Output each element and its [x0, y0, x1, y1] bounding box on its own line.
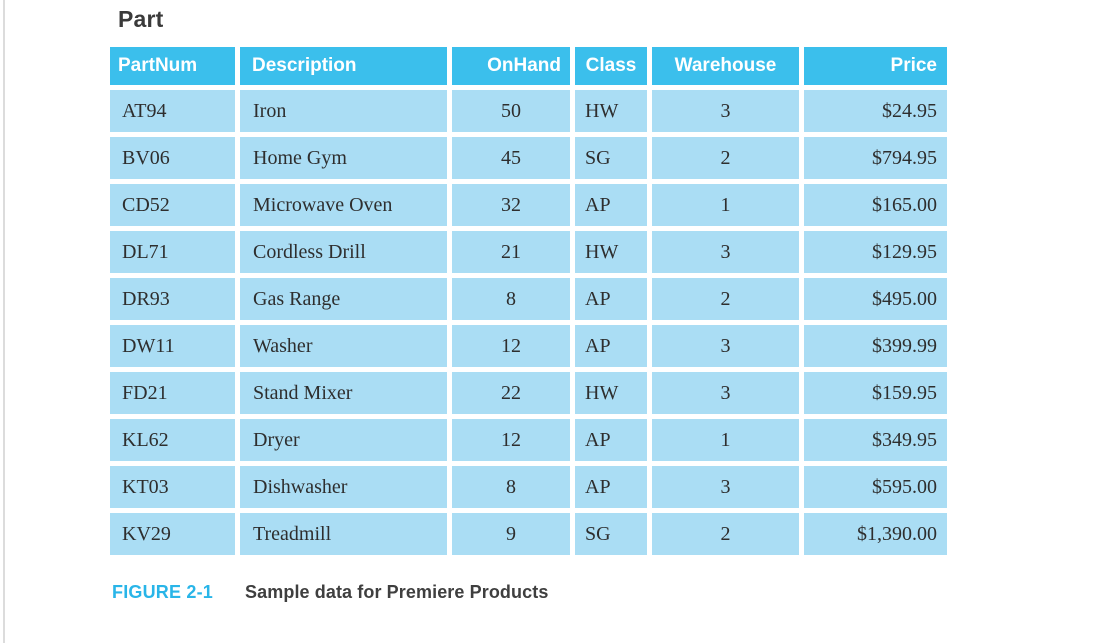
cell-class: SG — [575, 137, 647, 179]
cell-warehouse: 3 — [652, 372, 799, 414]
column-header-warehouse: Warehouse — [652, 47, 799, 85]
cell-warehouse: 1 — [652, 184, 799, 226]
cell-class: HW — [575, 372, 647, 414]
cell-partnum: KV29 — [110, 513, 235, 555]
cell-price: $1,390.00 — [804, 513, 947, 555]
column-header-price: Price — [804, 47, 947, 85]
part-table: PartNum Description OnHand Class Warehou… — [110, 47, 947, 555]
cell-price: $495.00 — [804, 278, 947, 320]
cell-partnum: DW11 — [110, 325, 235, 367]
cell-price: $129.95 — [804, 231, 947, 273]
cell-class: AP — [575, 325, 647, 367]
cell-description: Washer — [240, 325, 447, 367]
cell-partnum: DR93 — [110, 278, 235, 320]
cell-warehouse: 3 — [652, 231, 799, 273]
cell-partnum: KL62 — [110, 419, 235, 461]
cell-price: $794.95 — [804, 137, 947, 179]
cell-partnum: BV06 — [110, 137, 235, 179]
cell-price: $24.95 — [804, 90, 947, 132]
cell-description: Treadmill — [240, 513, 447, 555]
cell-warehouse: 2 — [652, 278, 799, 320]
table-title: Part — [118, 6, 164, 32]
cell-description: Cordless Drill — [240, 231, 447, 273]
column-header-class: Class — [575, 47, 647, 85]
cell-description: Gas Range — [240, 278, 447, 320]
column-header-description: Description — [240, 47, 447, 85]
column-header-partnum: PartNum — [110, 47, 235, 85]
cell-warehouse: 3 — [652, 466, 799, 508]
cell-onhand: 12 — [452, 419, 570, 461]
figure-caption-label: FIGURE 2-1 — [112, 582, 214, 602]
cell-class: AP — [575, 419, 647, 461]
cell-onhand: 50 — [452, 90, 570, 132]
cell-price: $349.95 — [804, 419, 947, 461]
cell-description: Home Gym — [240, 137, 447, 179]
cell-class: SG — [575, 513, 647, 555]
cell-price: $595.00 — [804, 466, 947, 508]
figure-caption-text: Sample data for Premiere Products — [245, 582, 549, 602]
page-left-rule — [3, 0, 5, 643]
cell-class: AP — [575, 466, 647, 508]
cell-partnum: FD21 — [110, 372, 235, 414]
cell-onhand: 9 — [452, 513, 570, 555]
cell-warehouse: 2 — [652, 137, 799, 179]
cell-onhand: 32 — [452, 184, 570, 226]
cell-warehouse: 2 — [652, 513, 799, 555]
cell-description: Stand Mixer — [240, 372, 447, 414]
cell-price: $399.99 — [804, 325, 947, 367]
cell-price: $165.00 — [804, 184, 947, 226]
cell-partnum: DL71 — [110, 231, 235, 273]
cell-class: HW — [575, 90, 647, 132]
cell-warehouse: 1 — [652, 419, 799, 461]
cell-description: Dryer — [240, 419, 447, 461]
cell-onhand: 21 — [452, 231, 570, 273]
cell-warehouse: 3 — [652, 90, 799, 132]
cell-onhand: 8 — [452, 466, 570, 508]
cell-partnum: AT94 — [110, 90, 235, 132]
figure-caption: FIGURE 2-1 Sample data for Premiere Prod… — [112, 582, 548, 603]
cell-description: Dishwasher — [240, 466, 447, 508]
cell-price: $159.95 — [804, 372, 947, 414]
cell-description: Microwave Oven — [240, 184, 447, 226]
cell-onhand: 22 — [452, 372, 570, 414]
cell-onhand: 12 — [452, 325, 570, 367]
cell-onhand: 8 — [452, 278, 570, 320]
cell-class: AP — [575, 278, 647, 320]
cell-class: AP — [575, 184, 647, 226]
cell-class: HW — [575, 231, 647, 273]
cell-partnum: KT03 — [110, 466, 235, 508]
cell-warehouse: 3 — [652, 325, 799, 367]
cell-description: Iron — [240, 90, 447, 132]
cell-partnum: CD52 — [110, 184, 235, 226]
column-header-onhand: OnHand — [452, 47, 570, 85]
cell-onhand: 45 — [452, 137, 570, 179]
